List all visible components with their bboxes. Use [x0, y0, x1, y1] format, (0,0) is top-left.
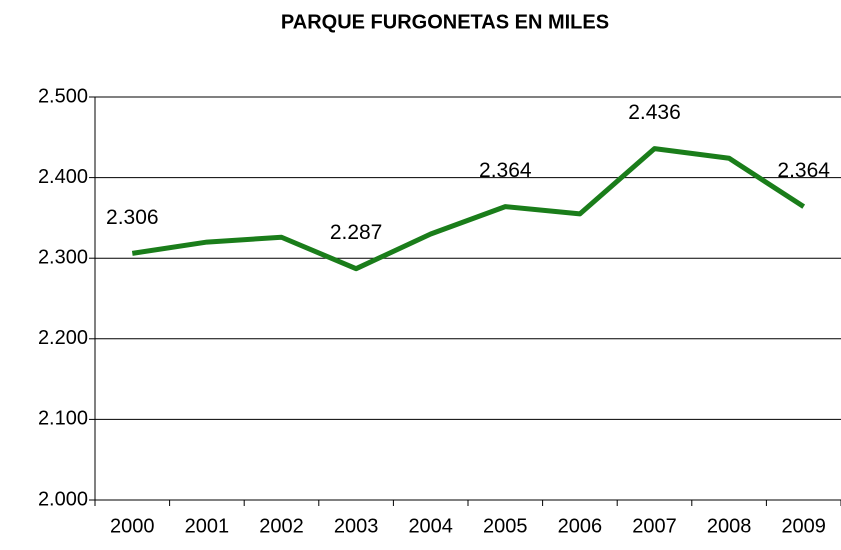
x-tick-label: 2000 [110, 515, 155, 537]
x-tick-label: 2007 [632, 515, 677, 537]
x-tick-label: 2008 [707, 515, 752, 537]
y-tick-label: 2.000 [38, 488, 88, 510]
y-tick-label: 2.300 [38, 246, 88, 268]
x-tick-label: 2002 [259, 515, 304, 537]
data-line [131, 146, 806, 272]
x-tick-label: 2003 [334, 515, 379, 537]
data-label: 2.436 [628, 101, 681, 124]
x-tick-label: 2009 [781, 515, 826, 537]
x-tick-label: 2004 [408, 515, 453, 537]
data-label: 2.287 [330, 221, 383, 244]
data-label: 2.306 [106, 206, 159, 229]
x-tick-label: 2006 [558, 515, 603, 537]
y-tick-label: 2.200 [38, 327, 88, 349]
data-label: 2.364 [479, 159, 532, 182]
data-label: 2.364 [777, 159, 830, 182]
chart-title: PARQUE FURGONETAS EN MILES [281, 11, 609, 33]
x-tick-label: 2001 [185, 515, 230, 537]
y-tick-label: 2.100 [38, 408, 88, 430]
y-tick-label: 2.500 [38, 85, 88, 107]
y-tick-label: 2.400 [38, 166, 88, 188]
x-tick-label: 2005 [483, 515, 528, 537]
